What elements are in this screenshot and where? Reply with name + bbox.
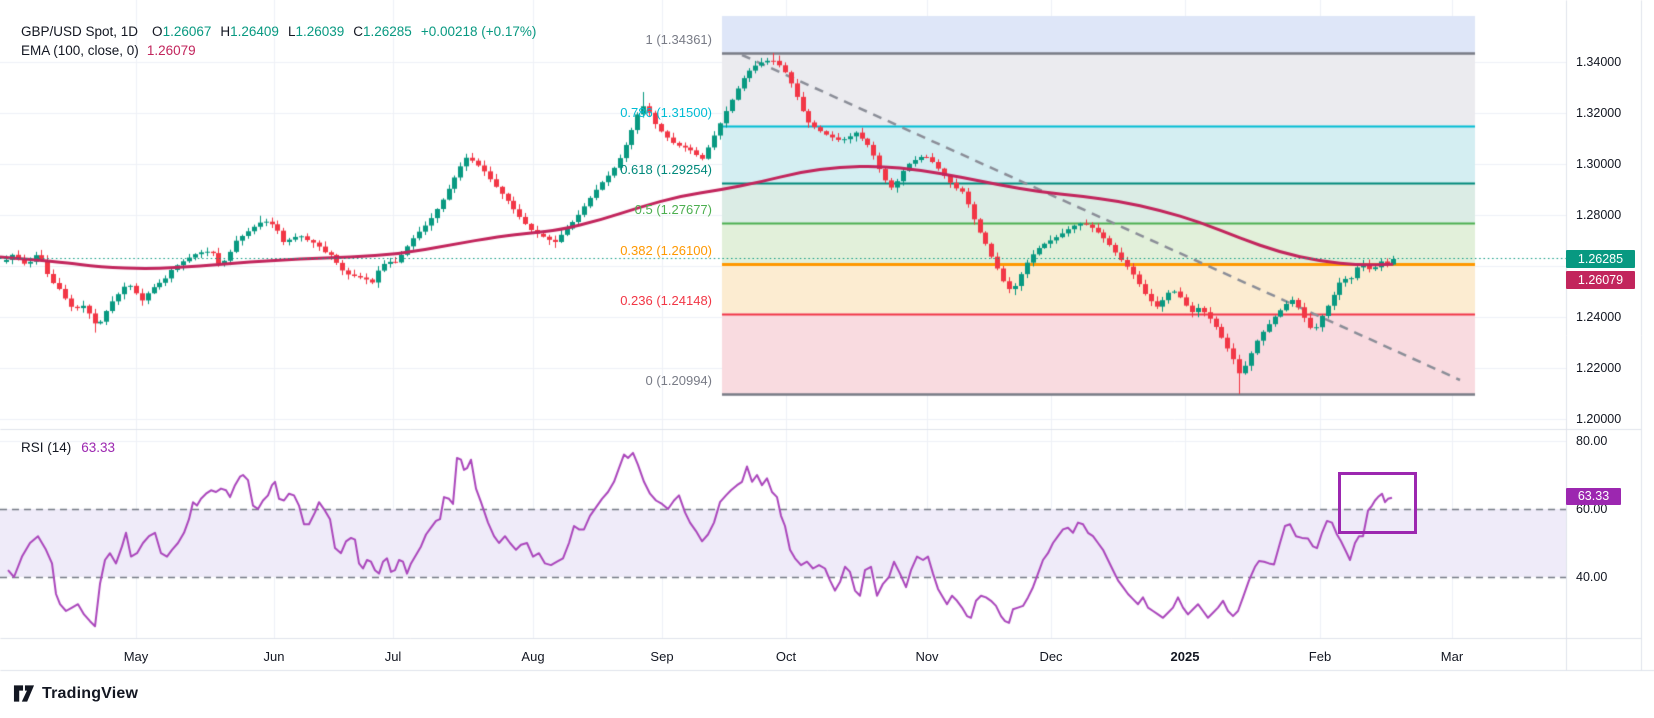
ema-price-badge: 1.26079 — [1566, 271, 1635, 289]
fib-level-label: 0.618 (1.29254) — [620, 162, 712, 178]
rsi-axis-label: 40.00 — [1576, 570, 1608, 584]
high-label: H — [220, 24, 231, 39]
symbol-legend-row[interactable]: GBP/USD Spot, 1D O1.26067 H1.26409 L1.26… — [21, 22, 536, 41]
price-axis-label: 1.28000 — [1576, 208, 1622, 222]
tradingview-brand-text: TradingView — [42, 684, 139, 702]
time-axis-label-nov: Nov — [915, 649, 939, 664]
tradingview-watermark[interactable]: TradingView — [13, 684, 138, 703]
close-label: C — [353, 24, 364, 39]
tradingview-logo-icon — [13, 685, 35, 702]
last-price-badge: 1.26285 — [1566, 250, 1635, 268]
rsi-legend-row[interactable]: RSI (14) 63.33 — [21, 438, 115, 457]
fib-level-label: 0.382 (1.26100) — [620, 242, 712, 258]
high-value: 1.26409 — [230, 24, 279, 39]
change-value: +0.00218 (+0.17%) — [420, 24, 537, 39]
low-label: L — [287, 24, 296, 39]
low-value: 1.26039 — [295, 24, 345, 39]
time-axis-label-may: May — [123, 649, 149, 664]
rsi-study-title: RSI (14) — [21, 440, 72, 455]
fib-level-label: 1 (1.34361) — [645, 31, 713, 47]
time-axis-label-feb: Feb — [1308, 649, 1332, 664]
ema-study-title: EMA (100, close, 0) — [21, 43, 139, 58]
price-axis-label: 1.22000 — [1576, 361, 1622, 375]
time-axis-label-dec: Dec — [1039, 649, 1063, 664]
symbol-title: GBP/USD Spot, 1D — [21, 24, 139, 39]
time-axis-label-oct: Oct — [775, 649, 797, 664]
open-label: O — [152, 24, 163, 39]
price-axis-label: 1.24000 — [1576, 310, 1622, 324]
ema-study-value: 1.26079 — [146, 43, 196, 58]
rsi-study-value: 63.33 — [81, 440, 116, 455]
time-axis-label-aug: Aug — [521, 649, 545, 664]
price-axis-label: 1.34000 — [1576, 55, 1622, 69]
rsi-axis-label: 80.00 — [1576, 434, 1608, 448]
price-axis-label: 1.32000 — [1576, 106, 1622, 120]
price-axis-label: 1.30000 — [1576, 157, 1622, 171]
fib-level-label: 0.5 (1.27677) — [634, 202, 712, 218]
legend: GBP/USD Spot, 1D O1.26067 H1.26409 L1.26… — [21, 22, 536, 60]
fib-level-label: 0.236 (1.24148) — [620, 292, 712, 308]
fib-level-label: 0 (1.20994) — [645, 372, 713, 388]
open-value: 1.26067 — [162, 24, 212, 39]
ema-legend-row[interactable]: EMA (100, close, 0) 1.26079 — [21, 41, 536, 60]
rsi-breakout-highlight — [1338, 472, 1417, 534]
time-axis-label-jul: Jul — [384, 649, 402, 664]
rsi-axis-label: 60.00 — [1576, 502, 1608, 516]
fib-level-label: 0.786 (1.31500) — [620, 104, 712, 120]
close-value: 1.26285 — [363, 24, 412, 39]
time-axis-label-2025: 2025 — [1170, 649, 1200, 664]
time-axis-label-sep: Sep — [650, 649, 674, 664]
price-axis-label: 1.20000 — [1576, 412, 1622, 426]
rsi-value-badge: 63.33 — [1566, 488, 1621, 505]
time-axis-label-mar: Mar — [1440, 649, 1464, 664]
time-scale[interactable]: May Jun Jul Aug Sep Oct Nov Dec 2025 Feb Mar — [0, 638, 1654, 670]
time-axis-label-jun: Jun — [263, 649, 285, 664]
price-scale[interactable]: 1.34000 1.32000 1.30000 1.28000 1.24000 1.220… — [1566, 0, 1654, 638]
